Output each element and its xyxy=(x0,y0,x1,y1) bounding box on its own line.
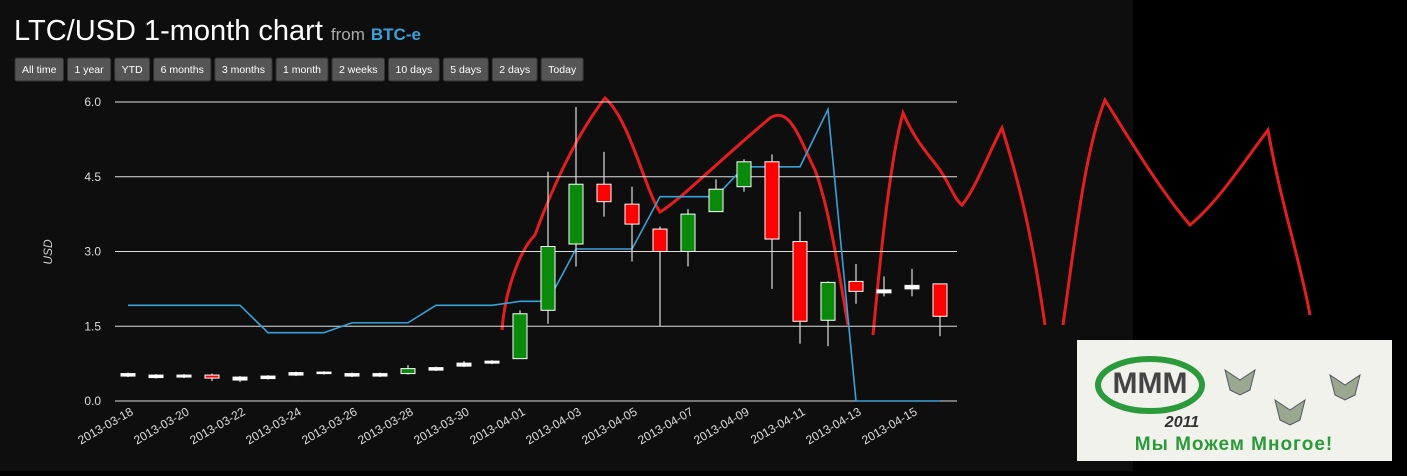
candle-body xyxy=(316,371,332,375)
title-text: LTC/USD 1-month chart xyxy=(14,15,323,47)
y-axis-label: USD xyxy=(41,239,55,265)
butterflies xyxy=(1224,368,1361,426)
candle-body xyxy=(568,183,584,245)
button-bg[interactable] xyxy=(66,57,112,82)
candle-body xyxy=(736,161,752,188)
candle-body xyxy=(148,374,164,379)
candle-body xyxy=(596,183,612,203)
candle-body xyxy=(260,375,276,380)
logo: МММ 2011 Мы Можем Многое! xyxy=(1077,340,1392,461)
candle-body xyxy=(680,213,696,252)
candle-body xyxy=(456,362,472,367)
candle-body xyxy=(652,228,668,252)
candle-body xyxy=(792,241,808,322)
logo-swoosh xyxy=(1095,356,1205,414)
y-tick-label: 3.0 xyxy=(84,245,101,259)
button-label[interactable]: Today xyxy=(548,64,577,76)
candle-body xyxy=(428,367,444,371)
source-link[interactable]: BTC-e xyxy=(371,25,421,44)
candle-body xyxy=(204,374,220,379)
range-button[interactable]: 1 month xyxy=(275,57,329,82)
candle-body xyxy=(848,280,864,292)
range-button[interactable]: 5 days xyxy=(442,57,489,82)
candle-body xyxy=(764,161,780,240)
button-bg[interactable] xyxy=(275,57,329,82)
button-bg[interactable] xyxy=(491,57,538,82)
y-tick-label: 6.0 xyxy=(84,95,101,109)
button-bg[interactable] xyxy=(214,57,273,82)
button-label[interactable]: 2 weeks xyxy=(339,64,378,76)
button-label[interactable]: 2 days xyxy=(499,64,530,76)
button-bg[interactable] xyxy=(114,57,151,82)
range-button[interactable]: 10 days xyxy=(388,57,440,82)
candle-body xyxy=(540,246,556,311)
range-button[interactable]: All time xyxy=(14,57,64,82)
title: LTC/USD 1-month chart from BTC-e xyxy=(14,15,421,47)
range-button[interactable]: 3 months xyxy=(214,57,273,82)
line-series xyxy=(128,106,940,402)
logo-year: 2011 xyxy=(1164,414,1200,431)
y-tick-label: 0.0 xyxy=(84,394,101,408)
button-label[interactable]: 6 months xyxy=(161,64,204,76)
candle-body xyxy=(120,373,136,377)
candle-body xyxy=(932,283,948,317)
range-button[interactable]: 6 months xyxy=(153,57,212,82)
button-label[interactable]: All time xyxy=(22,64,57,76)
range-button[interactable]: 2 weeks xyxy=(331,57,386,82)
button-label[interactable]: 1 year xyxy=(74,64,104,76)
y-tick-label: 1.5 xyxy=(84,319,101,333)
candle-body xyxy=(372,373,388,377)
logo-slogan: Мы Можем Многое! xyxy=(1135,434,1333,455)
button-bg[interactable] xyxy=(14,57,64,82)
scribble xyxy=(500,95,1312,336)
button-bg[interactable] xyxy=(331,57,386,82)
candle-body xyxy=(484,360,500,364)
from-text: from xyxy=(331,25,365,44)
range-buttons: All time 1 year YTD 6 months 3 months 1 month… xyxy=(14,57,584,82)
button-label[interactable]: 3 months xyxy=(222,64,265,76)
candle-body xyxy=(344,373,360,377)
button-label[interactable]: 5 days xyxy=(450,64,481,76)
candle-body xyxy=(904,284,920,290)
candle-body xyxy=(876,289,892,294)
y-tick-label: 4.5 xyxy=(84,170,101,184)
candle-body xyxy=(176,374,192,378)
range-button[interactable]: 1 year xyxy=(66,57,112,82)
candle-body xyxy=(288,372,304,376)
button-bg[interactable] xyxy=(153,57,212,82)
button-label[interactable]: YTD xyxy=(122,64,143,76)
button-label[interactable]: 1 month xyxy=(283,64,321,76)
candle-body xyxy=(624,203,640,225)
button-label[interactable]: 10 days xyxy=(396,64,433,76)
range-button[interactable]: Today xyxy=(540,57,584,82)
button-bg[interactable] xyxy=(540,57,584,82)
candle-body xyxy=(232,376,248,381)
logo-brand: МММ xyxy=(1113,367,1188,400)
button-bg[interactable] xyxy=(442,57,489,82)
range-button[interactable]: 2 days xyxy=(491,57,538,82)
button-bg[interactable] xyxy=(388,57,440,82)
candle-body xyxy=(400,368,416,375)
candle-body xyxy=(820,281,836,321)
candle-body xyxy=(512,313,528,360)
range-button[interactable]: YTD xyxy=(114,57,151,82)
candle-body xyxy=(708,188,724,213)
